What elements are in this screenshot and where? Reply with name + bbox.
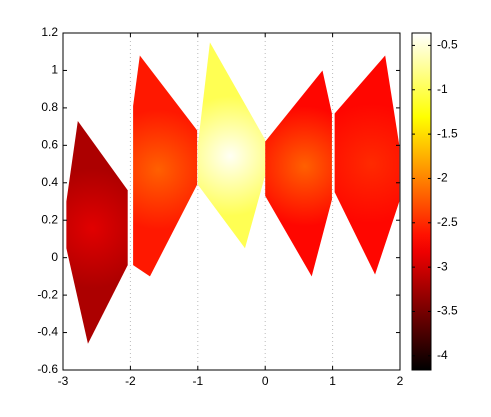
y-tick-label: -0.6 xyxy=(37,362,58,376)
y-tick-label: 1 xyxy=(51,63,58,77)
region xyxy=(334,55,400,275)
y-tick-label: 1.2 xyxy=(41,25,58,39)
x-tick-label: -3 xyxy=(58,374,69,388)
region xyxy=(265,70,332,277)
colorbar-tick-label: -1 xyxy=(437,82,448,96)
plot-frame xyxy=(62,32,401,371)
x-tick-label: 1 xyxy=(329,374,336,388)
x-tick-label: 2 xyxy=(397,374,404,388)
x-tick-label: -2 xyxy=(125,374,136,388)
region xyxy=(133,55,198,277)
colorbar-tick-label: -3 xyxy=(437,259,448,273)
colorbar-tick-label: -1.5 xyxy=(437,126,458,140)
y-tick-label: -0.2 xyxy=(37,287,58,301)
x-tick-label: 0 xyxy=(262,374,269,388)
y-tick-label: 0.6 xyxy=(41,138,58,152)
y-tick-label: 0 xyxy=(51,250,58,264)
colorbar xyxy=(411,32,432,371)
x-tick-label: -1 xyxy=(192,374,203,388)
y-tick-label: -0.4 xyxy=(37,325,58,339)
colorbar-tick-label: -4 xyxy=(437,348,448,362)
y-tick-label: 0.4 xyxy=(41,175,58,189)
colorbar-tick-label: -3.5 xyxy=(437,304,458,318)
colorbar-tick-label: -2 xyxy=(437,171,448,185)
colorbar-tick-label: -2.5 xyxy=(437,215,458,229)
y-tick-label: 0.8 xyxy=(41,100,58,114)
region xyxy=(197,42,266,249)
y-tick-label: 0.2 xyxy=(41,212,58,226)
colorbar-tick-label: -0.5 xyxy=(437,38,458,52)
region xyxy=(66,120,128,344)
